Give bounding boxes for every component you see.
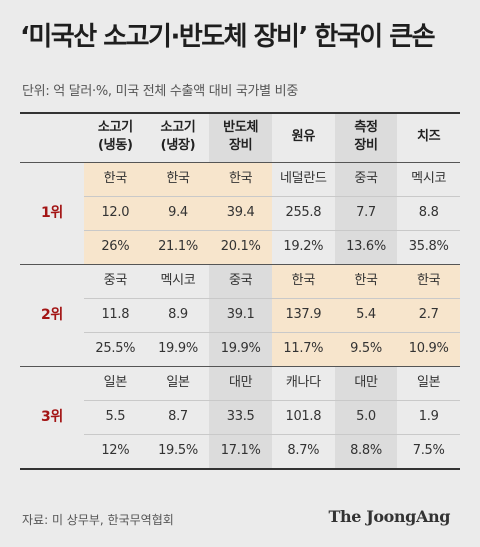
country-cell: 대만 <box>354 375 378 391</box>
country-cell: 한국 <box>397 264 460 298</box>
share-cell: 17.1% <box>220 443 261 459</box>
table-rule <box>84 332 460 333</box>
table-rule <box>84 298 460 299</box>
share-cell: 19.9% <box>158 341 198 357</box>
amount-cell: 5.5 <box>105 409 126 425</box>
amount-cell: 101.8 <box>285 409 322 425</box>
country-cell: 캐나다 <box>285 375 321 391</box>
share-cell: 35.8% <box>408 239 449 255</box>
country-cell: 일본 <box>417 375 441 391</box>
country-cell: 중국 <box>103 273 128 289</box>
column-header: 측정 장비 <box>354 120 378 153</box>
country-cell: 중국 <box>354 171 378 187</box>
country-cell: 대만 <box>228 375 253 391</box>
amount-cell: 1.9 <box>418 409 439 425</box>
chart-title: ‘미국산 소고기·반도체 장비’ 한국이 큰손 <box>20 22 436 52</box>
share-cell: 12% <box>101 443 130 459</box>
share-cell: 21.1% <box>146 230 210 264</box>
country-cell: 한국 <box>334 264 398 298</box>
rank-label: 3위 <box>40 408 64 425</box>
share-cell: 19.9% <box>220 341 261 357</box>
table-rule <box>20 366 460 367</box>
amount-cell: 137.9 <box>272 298 335 332</box>
amount-cell: 5.4 <box>334 298 398 332</box>
table-rule <box>20 112 460 114</box>
share-cell: 25.5% <box>95 341 136 357</box>
table-rule <box>20 264 460 265</box>
country-cell: 한국 <box>84 162 147 196</box>
chart-subtitle: 단위: 억 달러·%, 미국 전체 수출액 대비 국가별 비중 <box>22 84 298 99</box>
share-cell: 8.7% <box>287 443 320 459</box>
share-cell: 26% <box>84 230 147 264</box>
share-cell: 19.2% <box>283 239 324 255</box>
amount-cell: 8.9 <box>168 307 188 323</box>
amount-cell: 5.0 <box>356 409 376 425</box>
country-cell: 멕시코 <box>411 171 447 187</box>
column-header: 소고기 (냉동) <box>97 120 133 153</box>
rank-label: 1위 <box>40 204 64 221</box>
column-header: 소고기 (냉장) <box>160 120 196 153</box>
amount-cell: 7.7 <box>356 205 376 221</box>
amount-cell: 9.4 <box>146 196 210 230</box>
amount-cell: 33.5 <box>226 409 255 425</box>
amount-cell: 39.1 <box>226 307 255 323</box>
table-rule <box>84 400 460 401</box>
country-cell: 중국 <box>228 273 253 289</box>
amount-cell: 11.8 <box>101 307 130 323</box>
share-cell: 13.6% <box>346 239 386 255</box>
column-header: 원유 <box>291 129 316 145</box>
amount-cell: 8.7 <box>168 409 188 425</box>
country-cell: 한국 <box>209 162 272 196</box>
amount-cell: 255.8 <box>285 205 322 221</box>
table-rule <box>84 196 460 197</box>
share-cell: 7.5% <box>412 443 445 459</box>
share-cell: 10.9% <box>397 332 460 366</box>
country-cell: 한국 <box>272 264 335 298</box>
country-cell: 한국 <box>146 162 210 196</box>
column-header: 반도체 장비 <box>223 120 259 153</box>
table-rule <box>20 468 460 470</box>
share-cell: 11.7% <box>272 332 335 366</box>
share-cell: 8.8% <box>350 443 382 459</box>
table-rule <box>84 230 460 231</box>
country-cell: 네덜란드 <box>280 171 327 187</box>
amount-cell: 8.8 <box>418 205 439 221</box>
country-cell: 멕시코 <box>160 273 196 289</box>
share-cell: 19.5% <box>158 443 198 459</box>
ranking-table: 소고기 (냉동) 소고기 (냉장) 반도체 장비 원유 측정 장비 치즈 1위 한국 한국 한국 네… <box>20 112 460 502</box>
share-cell: 9.5% <box>334 332 398 366</box>
share-cell: 20.1% <box>209 230 272 264</box>
column-header: 치즈 <box>417 129 441 145</box>
amount-cell: 12.0 <box>84 196 147 230</box>
source-note: 자료: 미 상무부, 한국무역협회 <box>22 513 174 527</box>
table-rule <box>20 162 460 163</box>
rank-label: 2위 <box>40 306 64 323</box>
country-cell: 일본 <box>103 375 128 391</box>
table-rule <box>84 434 460 435</box>
amount-cell: 39.4 <box>209 196 272 230</box>
country-cell: 일본 <box>166 375 190 391</box>
publisher-logo: The JoongAng <box>328 507 451 526</box>
amount-cell: 2.7 <box>397 298 460 332</box>
